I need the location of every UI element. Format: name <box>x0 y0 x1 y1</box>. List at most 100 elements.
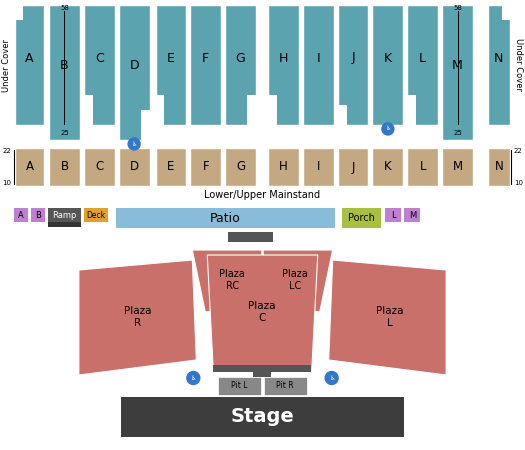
Text: L: L <box>419 51 426 64</box>
Circle shape <box>382 123 394 135</box>
Bar <box>407 148 438 186</box>
Text: G: G <box>236 51 246 64</box>
Text: Plaza
RC: Plaza RC <box>219 269 245 291</box>
Text: 22: 22 <box>3 148 11 154</box>
Text: M: M <box>408 211 416 220</box>
Text: K: K <box>384 51 392 64</box>
Bar <box>15 5 23 20</box>
Bar <box>372 148 403 186</box>
Text: A: A <box>18 211 24 220</box>
Text: Plaza
L: Plaza L <box>376 306 403 328</box>
Polygon shape <box>79 260 196 375</box>
Text: C: C <box>95 51 103 64</box>
Circle shape <box>325 372 338 384</box>
Circle shape <box>128 138 140 150</box>
Text: N: N <box>495 161 503 174</box>
Text: H: H <box>279 51 288 64</box>
Text: 10: 10 <box>514 180 523 186</box>
Text: F: F <box>203 161 209 174</box>
Bar <box>268 148 299 186</box>
Text: N: N <box>494 51 503 64</box>
Bar <box>14 208 28 222</box>
Text: B: B <box>60 59 69 72</box>
Bar <box>502 5 510 20</box>
Text: D: D <box>129 59 139 72</box>
Text: Pit R: Pit R <box>276 382 293 391</box>
Text: 25: 25 <box>60 130 69 136</box>
Text: C: C <box>95 161 103 174</box>
Bar <box>155 5 186 125</box>
Text: 58: 58 <box>60 5 69 11</box>
Text: Pit L: Pit L <box>231 382 247 391</box>
Bar <box>48 208 81 222</box>
Polygon shape <box>207 255 318 370</box>
Bar <box>191 148 221 186</box>
Text: H: H <box>279 161 288 174</box>
Bar <box>372 5 403 125</box>
Bar <box>49 148 80 186</box>
Text: M: M <box>453 161 463 174</box>
Text: Deck: Deck <box>86 211 106 220</box>
Bar <box>155 148 186 186</box>
Bar <box>121 397 404 437</box>
Text: I: I <box>317 51 320 64</box>
Bar <box>268 95 277 125</box>
Bar <box>264 377 307 395</box>
Text: A: A <box>25 51 34 64</box>
Polygon shape <box>263 250 333 312</box>
Text: E: E <box>167 161 175 174</box>
Bar <box>48 222 81 227</box>
Bar <box>253 372 271 377</box>
Text: Plaza
C: Plaza C <box>248 301 276 323</box>
Bar <box>155 95 164 125</box>
Bar <box>303 5 334 125</box>
Text: A: A <box>26 161 34 174</box>
Text: Stage: Stage <box>230 408 295 427</box>
Bar <box>442 5 473 140</box>
Bar <box>338 105 346 125</box>
Bar <box>116 208 334 228</box>
Bar <box>84 208 108 222</box>
Bar <box>119 5 150 140</box>
Text: Patio: Patio <box>210 212 240 225</box>
Bar <box>84 95 93 125</box>
Text: ♿: ♿ <box>385 126 391 131</box>
Text: B: B <box>35 211 41 220</box>
Bar <box>442 148 473 186</box>
Text: L: L <box>419 161 426 174</box>
Text: L: L <box>391 211 396 220</box>
Text: E: E <box>167 51 175 64</box>
Bar <box>488 148 510 186</box>
Text: Plaza
LC: Plaza LC <box>282 269 308 291</box>
Text: I: I <box>317 161 320 174</box>
Text: M: M <box>452 59 463 72</box>
Bar <box>191 5 221 125</box>
Bar <box>225 148 256 186</box>
Bar <box>303 148 334 186</box>
Bar <box>407 5 438 125</box>
Bar <box>225 5 256 125</box>
Bar <box>407 95 416 125</box>
Text: K: K <box>384 161 392 174</box>
Circle shape <box>187 372 200 384</box>
Bar <box>342 208 382 228</box>
Text: 25: 25 <box>453 130 462 136</box>
Text: 58: 58 <box>453 5 462 11</box>
Bar <box>488 5 510 125</box>
Text: ♿: ♿ <box>131 141 137 147</box>
Bar <box>84 148 114 186</box>
Text: Porch: Porch <box>348 213 375 223</box>
Bar <box>338 5 369 125</box>
Polygon shape <box>329 260 446 375</box>
Polygon shape <box>192 250 262 312</box>
Bar <box>338 148 369 186</box>
Text: J: J <box>351 161 355 174</box>
Bar <box>404 208 420 222</box>
Text: Under Cover: Under Cover <box>514 39 523 91</box>
Text: B: B <box>60 161 68 174</box>
Text: J: J <box>351 51 355 64</box>
Text: ♿: ♿ <box>191 375 196 381</box>
Text: Ramp: Ramp <box>52 211 76 220</box>
Bar <box>228 232 273 242</box>
Text: Under Cover: Under Cover <box>2 39 10 91</box>
